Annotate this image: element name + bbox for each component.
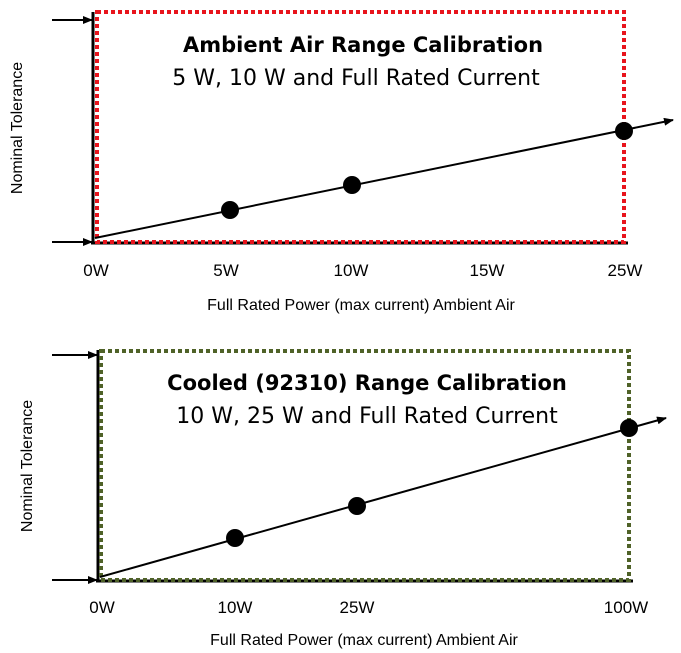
data-point (620, 419, 638, 437)
panel-subtitle: 5 W, 10 W and Full Rated Current (172, 66, 540, 91)
x-axis-label: Full Rated Power (max current) Ambient A… (210, 632, 518, 649)
x-tick-label: 25W (608, 261, 643, 280)
x-tick-label: 0W (83, 261, 109, 280)
x-tick-label: 10W (334, 261, 369, 280)
data-point (615, 122, 633, 140)
y-axis-label: Nominal Tolerance (19, 400, 36, 532)
data-point (348, 497, 366, 515)
panel-subtitle: 10 W, 25 W and Full Rated Current (176, 404, 558, 429)
x-tick-label: 100W (604, 598, 648, 617)
data-point (343, 176, 361, 194)
trend-line (99, 416, 667, 578)
data-point (221, 201, 239, 219)
x-tick-label: 0W (89, 598, 115, 617)
x-tick-label: 15W (470, 261, 505, 280)
panel-title: Cooled (92310) Range Calibration (167, 371, 567, 395)
x-tick-label: 25W (340, 598, 375, 617)
y-axis-label: Nominal Tolerance (9, 62, 26, 194)
x-tick-label: 5W (213, 261, 239, 280)
panel-cooled: Cooled (92310) Range Calibration 10 W, 2… (19, 349, 667, 649)
trend-line (94, 117, 674, 239)
x-tick-label: 10W (218, 598, 253, 617)
panel-ambient-air: Ambient Air Range Calibration 5 W, 10 W … (9, 10, 674, 314)
x-axis-label: Full Rated Power (max current) Ambient A… (207, 297, 515, 314)
panel-title: Ambient Air Range Calibration (183, 33, 543, 57)
data-point (226, 529, 244, 547)
